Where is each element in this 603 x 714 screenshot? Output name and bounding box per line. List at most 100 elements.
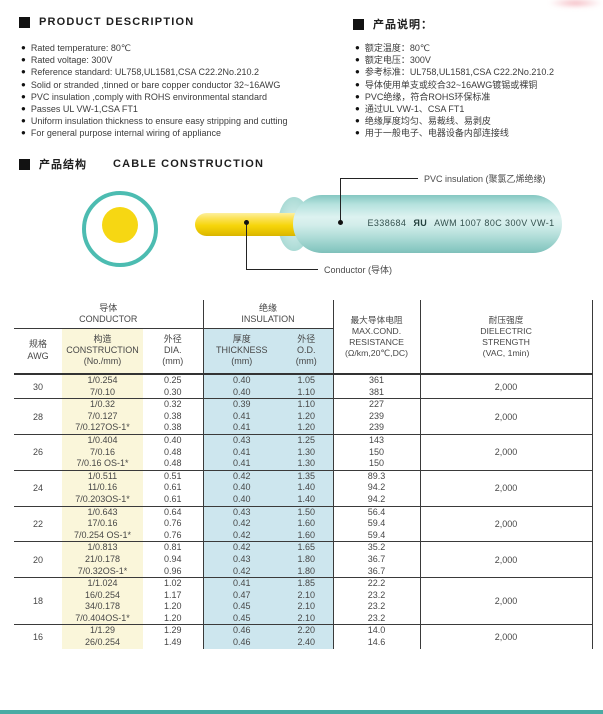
thickness-values: 0.42 0.40 0.40: [203, 470, 281, 507]
thickness-values: 0.40 0.40: [203, 374, 281, 399]
construction-title-zh: 产品结构: [39, 159, 87, 171]
product-description-list-en: ● Rated temperature: 80℃ ● Rated voltage: 3…: [21, 42, 346, 140]
bullet-item: ● 通过UL VW-1、CSA FT1: [355, 103, 600, 115]
bullet-text: 导体使用单支或绞合32~16AWG镀锡或裸铜: [364, 79, 538, 90]
od-values: 1.10 1.20 1.20: [280, 398, 334, 435]
bullet-item: ● For general purpose internal wiring of …: [21, 127, 346, 139]
callout-dot-icon: [244, 220, 249, 225]
awg-value: 24: [32, 483, 43, 494]
awg-value: 22: [32, 518, 43, 529]
bullet-item: ● PVC绝缘，符合ROHS环保标准: [355, 91, 600, 103]
resistance-values: 35.2 36.7 36.7: [333, 541, 421, 578]
table-row-awg-16: 16 1/1.29 26/0.254 1.29 1.49 0.46 0.46 2.20 2.40…: [14, 624, 593, 649]
thickness-column-header: 厚度 THICKNESS (mm): [203, 328, 281, 374]
heading-marker-icon: [19, 16, 30, 28]
dia-values: 0.51 0.61 0.61: [143, 470, 204, 507]
construction-values: 1/0.404 7/0.16 7/0.16 OS-1*: [62, 434, 143, 471]
bullet-icon: ●: [21, 116, 26, 126]
thickness-values: 0.43 0.42 0.42: [203, 506, 281, 542]
product-description-title-en: PRODUCT DESCRIPTION: [39, 16, 195, 28]
bullet-item: ● 参考标准：UL758,UL1581,CSA C22.2No.210.2: [355, 66, 600, 78]
resistance-values: 22.2 23.2 23.2 23.2: [333, 577, 421, 625]
table-row-awg-26: 26 1/0.404 7/0.16 7/0.16 OS-1* 0.40 0.48 0.48 0…: [14, 434, 593, 471]
thickness-values: 0.42 0.43 0.42: [203, 541, 281, 578]
bullet-icon: ●: [355, 79, 360, 89]
group-header-row: 导体 CONDUCTOR 绝缘 INSULATION 最大导体电阻 MAX.COND…: [14, 300, 593, 374]
bottom-accent-bar: [0, 710, 603, 714]
thickness-values: 0.43 0.41 0.41: [203, 434, 281, 471]
construction-values: 1/1.024 16/0.254 34/0.178 7/0.404OS-1*: [62, 577, 143, 625]
partial-logo-smudge: [548, 0, 603, 8]
bullet-icon: ●: [21, 79, 26, 89]
construction-title-en: CABLE CONSTRUCTION: [113, 158, 265, 170]
od-values: 1.50 1.60 1.60: [280, 506, 334, 542]
dia-values: 0.64 0.76 0.76: [143, 506, 204, 542]
bullet-item: ● Uniform insulation thickness to ensure …: [21, 115, 346, 127]
bullet-text: 额定电压：300V: [364, 55, 431, 66]
callout-dot-icon: [338, 220, 343, 225]
cable-construction-heading: 产品结构 CABLE CONSTRUCTION: [19, 156, 264, 172]
heading-marker-icon: [353, 18, 364, 30]
resistance-values: 143 150 150: [333, 434, 421, 471]
awg-value: 16: [32, 632, 43, 643]
bullet-item: ● 额定温度：80℃: [355, 42, 600, 54]
conductor-core-icon: [102, 207, 138, 243]
awg-value: 20: [32, 554, 43, 565]
bullet-icon: ●: [355, 67, 360, 77]
dia-values: 1.29 1.49: [143, 624, 204, 649]
bullet-item: ● 额定电压：300V: [355, 54, 600, 66]
leader-line: [246, 269, 318, 270]
insulation-group-header: 绝缘 INSULATION: [203, 300, 334, 329]
dielectric-value: 2,000: [420, 398, 593, 435]
resistance-values: 14.0 14.6: [333, 624, 421, 649]
conductor-label: Conductor (导体): [324, 265, 393, 275]
dia-values: 0.40 0.48 0.48: [143, 434, 204, 471]
dia-column-header: 外径 DIA. (mm): [143, 328, 204, 374]
thickness-values: 0.39 0.41 0.41: [203, 398, 281, 435]
construction-values: 1/1.29 26/0.254: [62, 624, 143, 649]
spec-table-section: 导体 CONDUCTOR 绝缘 INSULATION 最大导体电阻 MAX.COND…: [0, 300, 603, 649]
table-row-awg-24: 24 1/0.511 11/0.16 7/0.203OS-1* 0.51 0.61 0.61…: [14, 470, 593, 507]
construction-values: 1/0.643 17/0.16 7/0.254 OS-1*: [62, 506, 143, 542]
product-description-list-zh: ● 额定温度：80℃ ● 额定电压：300V ● 参考标准：UL758,UL1581,CS…: [355, 42, 600, 140]
leader-line: [340, 178, 418, 179]
od-values: 1.25 1.30 1.30: [280, 434, 334, 471]
construction-values: 1/0.511 11/0.16 7/0.203OS-1*: [62, 470, 143, 507]
resistance-values: 361 381: [333, 374, 421, 399]
bullet-icon: ●: [21, 128, 26, 138]
cable-insulation-body: [293, 195, 562, 253]
bullet-text: Reference standard: UL758,UL1581,CSA C22…: [30, 67, 259, 78]
resistance-column-header: 最大导体电阻 MAX.COND. RESISTANCE (Ω/km,20℃,DC…: [333, 300, 421, 374]
bullet-text: 绝缘厚度均匀、易裁线、易剥皮: [364, 116, 491, 127]
thickness-values: 0.46 0.46: [203, 624, 281, 649]
bullet-item: ● 绝缘厚度均匀、易裁线、易剥皮: [355, 115, 600, 127]
cable-style-rating: AWM 1007 80C 300V VW-1: [434, 218, 555, 228]
od-values: 2.20 2.40: [280, 624, 334, 649]
table-row-awg-18: 18 1/1.024 16/0.254 34/0.178 7/0.404OS-1* 1.0…: [14, 577, 593, 625]
dielectric-value: 2,000: [420, 506, 593, 542]
bullet-icon: ●: [21, 91, 26, 101]
dielectric-value: 2,000: [420, 434, 593, 471]
product-description-heading: PRODUCT DESCRIPTION: [19, 16, 194, 28]
od-values: 1.85 2.10 2.10 2.10: [280, 577, 334, 625]
resistance-values: 89.3 94.2 94.2: [333, 470, 421, 507]
bullet-text: Passes UL VW-1,CSA FT1: [30, 104, 138, 115]
dielectric-column-header: 耐压强度 DIELECTRIC STRENGTH (VAC, 1min): [420, 300, 593, 374]
resistance-values: 56.4 59.4 59.4: [333, 506, 421, 542]
bullet-icon: ●: [355, 104, 360, 114]
dielectric-value: 2,000: [420, 470, 593, 507]
bullet-text: PVC绝缘，符合ROHS环保标准: [364, 91, 491, 102]
dia-values: 0.25 0.30: [143, 374, 204, 399]
table-row-awg-20: 20 1/0.813 21/0.178 7/0.32OS-1* 0.81 0.94 0.96…: [14, 541, 593, 578]
awg-column-header: 规格 AWG: [27, 339, 49, 361]
bullet-icon: ●: [355, 91, 360, 101]
insulation-label: PVC insulation (聚氯乙烯绝缘): [424, 174, 546, 184]
bullet-item: ● Reference standard: UL758,UL1581,CSA C2…: [21, 66, 346, 78]
bullet-icon: ●: [21, 55, 26, 65]
bullet-item: ● 导体使用单支或绞合32~16AWG镀锡或裸铜: [355, 79, 600, 91]
column-header-row: 规格 AWG 构造 CONSTRUCTION (No./mm) 外径 DIA. …: [14, 328, 592, 374]
dia-values: 1.02 1.17 1.20 1.20: [143, 577, 204, 625]
dielectric-value: 2,000: [420, 374, 593, 399]
bullet-text: Solid or stranded ,tinned or bare copper…: [30, 79, 281, 90]
